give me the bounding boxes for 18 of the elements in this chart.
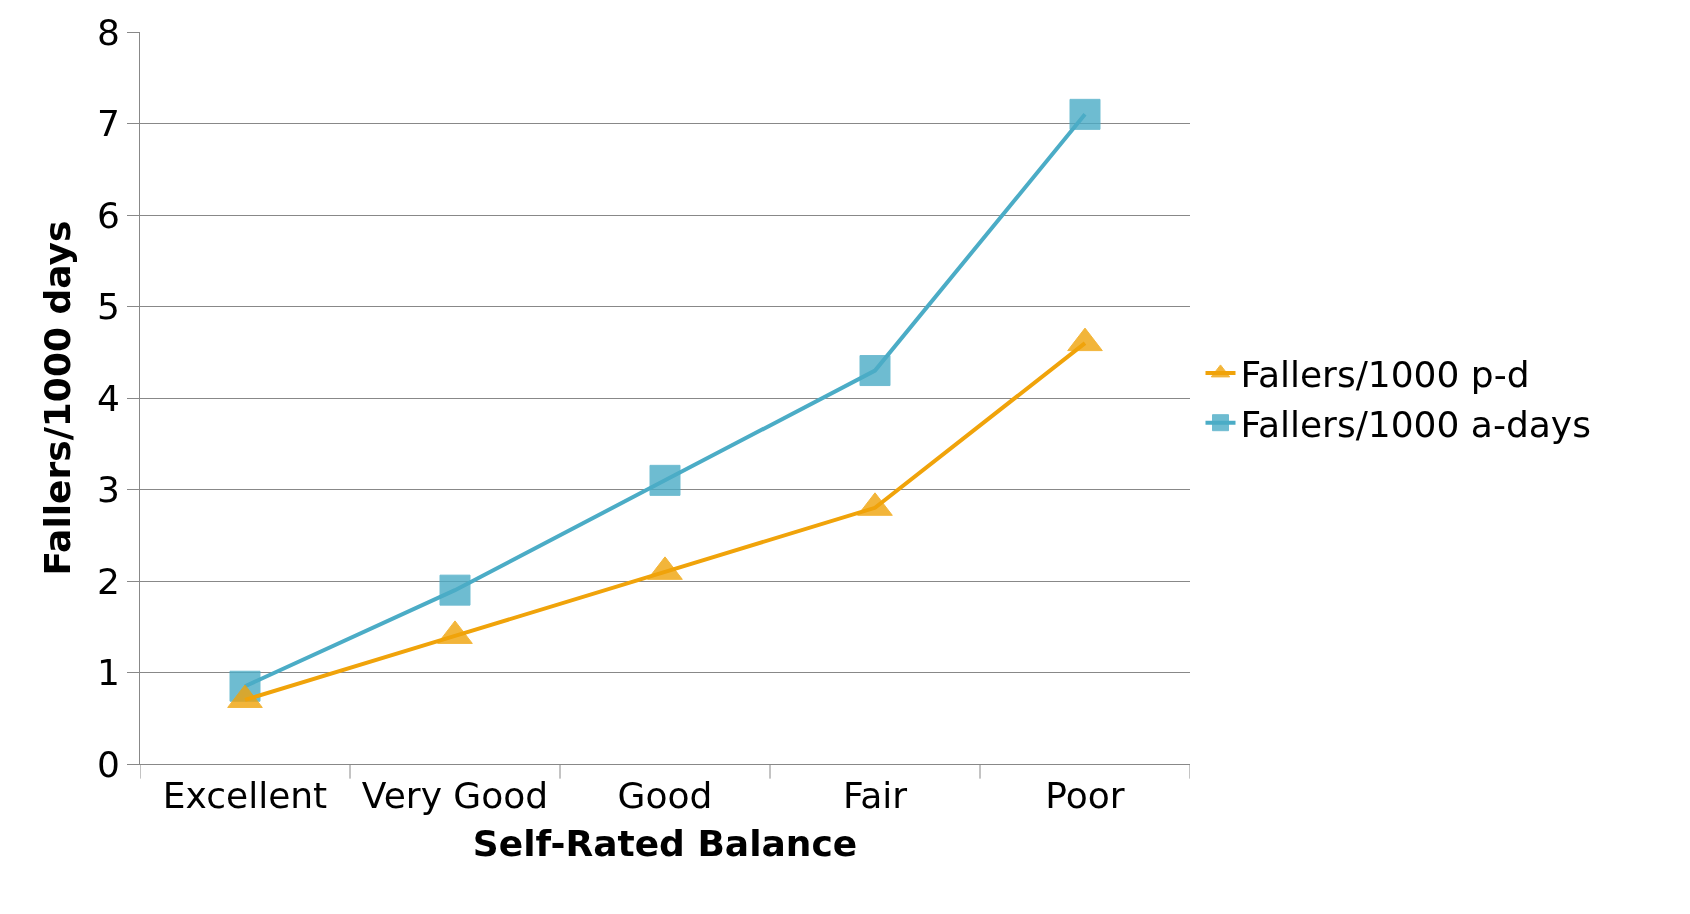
legend-label: Fallers/1000 a-days	[1240, 403, 1591, 445]
y-tick-label: 2	[96, 560, 120, 602]
x-tick-label: Poor	[1045, 775, 1125, 817]
legend-label: Fallers/1000 p-d	[1240, 353, 1530, 395]
x-tick-label: Excellent	[162, 775, 328, 817]
x-tick-label: Fair	[842, 775, 908, 817]
y-axis-title: Fallers/1000 days	[36, 220, 78, 576]
x-axis-title: Self-Rated Balance	[472, 822, 858, 864]
y-tick-label: 3	[96, 469, 120, 511]
y-tick-label: 5	[96, 286, 120, 328]
x-tick-label: Very Good	[361, 775, 549, 817]
y-tick-label: 1	[96, 652, 120, 694]
y-tick-label: 6	[96, 194, 120, 236]
x-tick-label: Good	[617, 775, 713, 817]
y-tick-label: 8	[96, 11, 120, 53]
y-tick-label: 0	[96, 743, 120, 785]
y-tick-label: 4	[96, 377, 120, 419]
y-tick-label: 7	[96, 103, 120, 145]
